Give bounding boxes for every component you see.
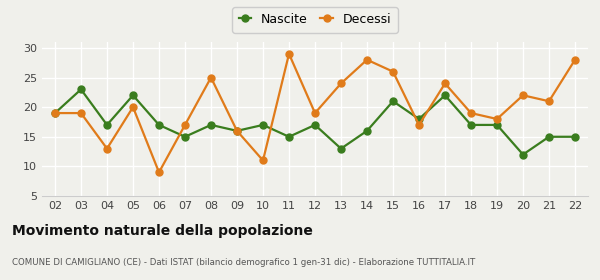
- Nascite: [77, 88, 85, 91]
- Nascite: [545, 135, 553, 138]
- Nascite: [571, 135, 578, 138]
- Decessi: [389, 70, 397, 73]
- Decessi: [233, 129, 241, 132]
- Line: Nascite: Nascite: [52, 86, 578, 158]
- Text: COMUNE DI CAMIGLIANO (CE) - Dati ISTAT (bilancio demografico 1 gen-31 dic) - Ela: COMUNE DI CAMIGLIANO (CE) - Dati ISTAT (…: [12, 258, 475, 267]
- Nascite: [208, 123, 215, 127]
- Decessi: [520, 94, 527, 97]
- Line: Decessi: Decessi: [52, 50, 578, 176]
- Nascite: [364, 129, 371, 132]
- Decessi: [467, 111, 475, 115]
- Nascite: [259, 123, 266, 127]
- Decessi: [259, 159, 266, 162]
- Nascite: [415, 117, 422, 121]
- Nascite: [520, 153, 527, 156]
- Decessi: [286, 52, 293, 55]
- Decessi: [52, 111, 59, 115]
- Nascite: [103, 123, 110, 127]
- Text: Movimento naturale della popolazione: Movimento naturale della popolazione: [12, 224, 313, 238]
- Decessi: [208, 76, 215, 79]
- Nascite: [286, 135, 293, 138]
- Nascite: [442, 94, 449, 97]
- Decessi: [337, 82, 344, 85]
- Decessi: [364, 58, 371, 61]
- Nascite: [311, 123, 319, 127]
- Decessi: [311, 111, 319, 115]
- Decessi: [442, 82, 449, 85]
- Legend: Nascite, Decessi: Nascite, Decessi: [232, 7, 398, 33]
- Decessi: [493, 117, 500, 121]
- Nascite: [493, 123, 500, 127]
- Nascite: [130, 94, 137, 97]
- Decessi: [571, 58, 578, 61]
- Nascite: [337, 147, 344, 150]
- Decessi: [103, 147, 110, 150]
- Nascite: [52, 111, 59, 115]
- Nascite: [155, 123, 163, 127]
- Nascite: [233, 129, 241, 132]
- Decessi: [155, 171, 163, 174]
- Nascite: [181, 135, 188, 138]
- Decessi: [545, 100, 553, 103]
- Nascite: [389, 100, 397, 103]
- Decessi: [181, 123, 188, 127]
- Decessi: [77, 111, 85, 115]
- Decessi: [415, 123, 422, 127]
- Nascite: [467, 123, 475, 127]
- Decessi: [130, 106, 137, 109]
